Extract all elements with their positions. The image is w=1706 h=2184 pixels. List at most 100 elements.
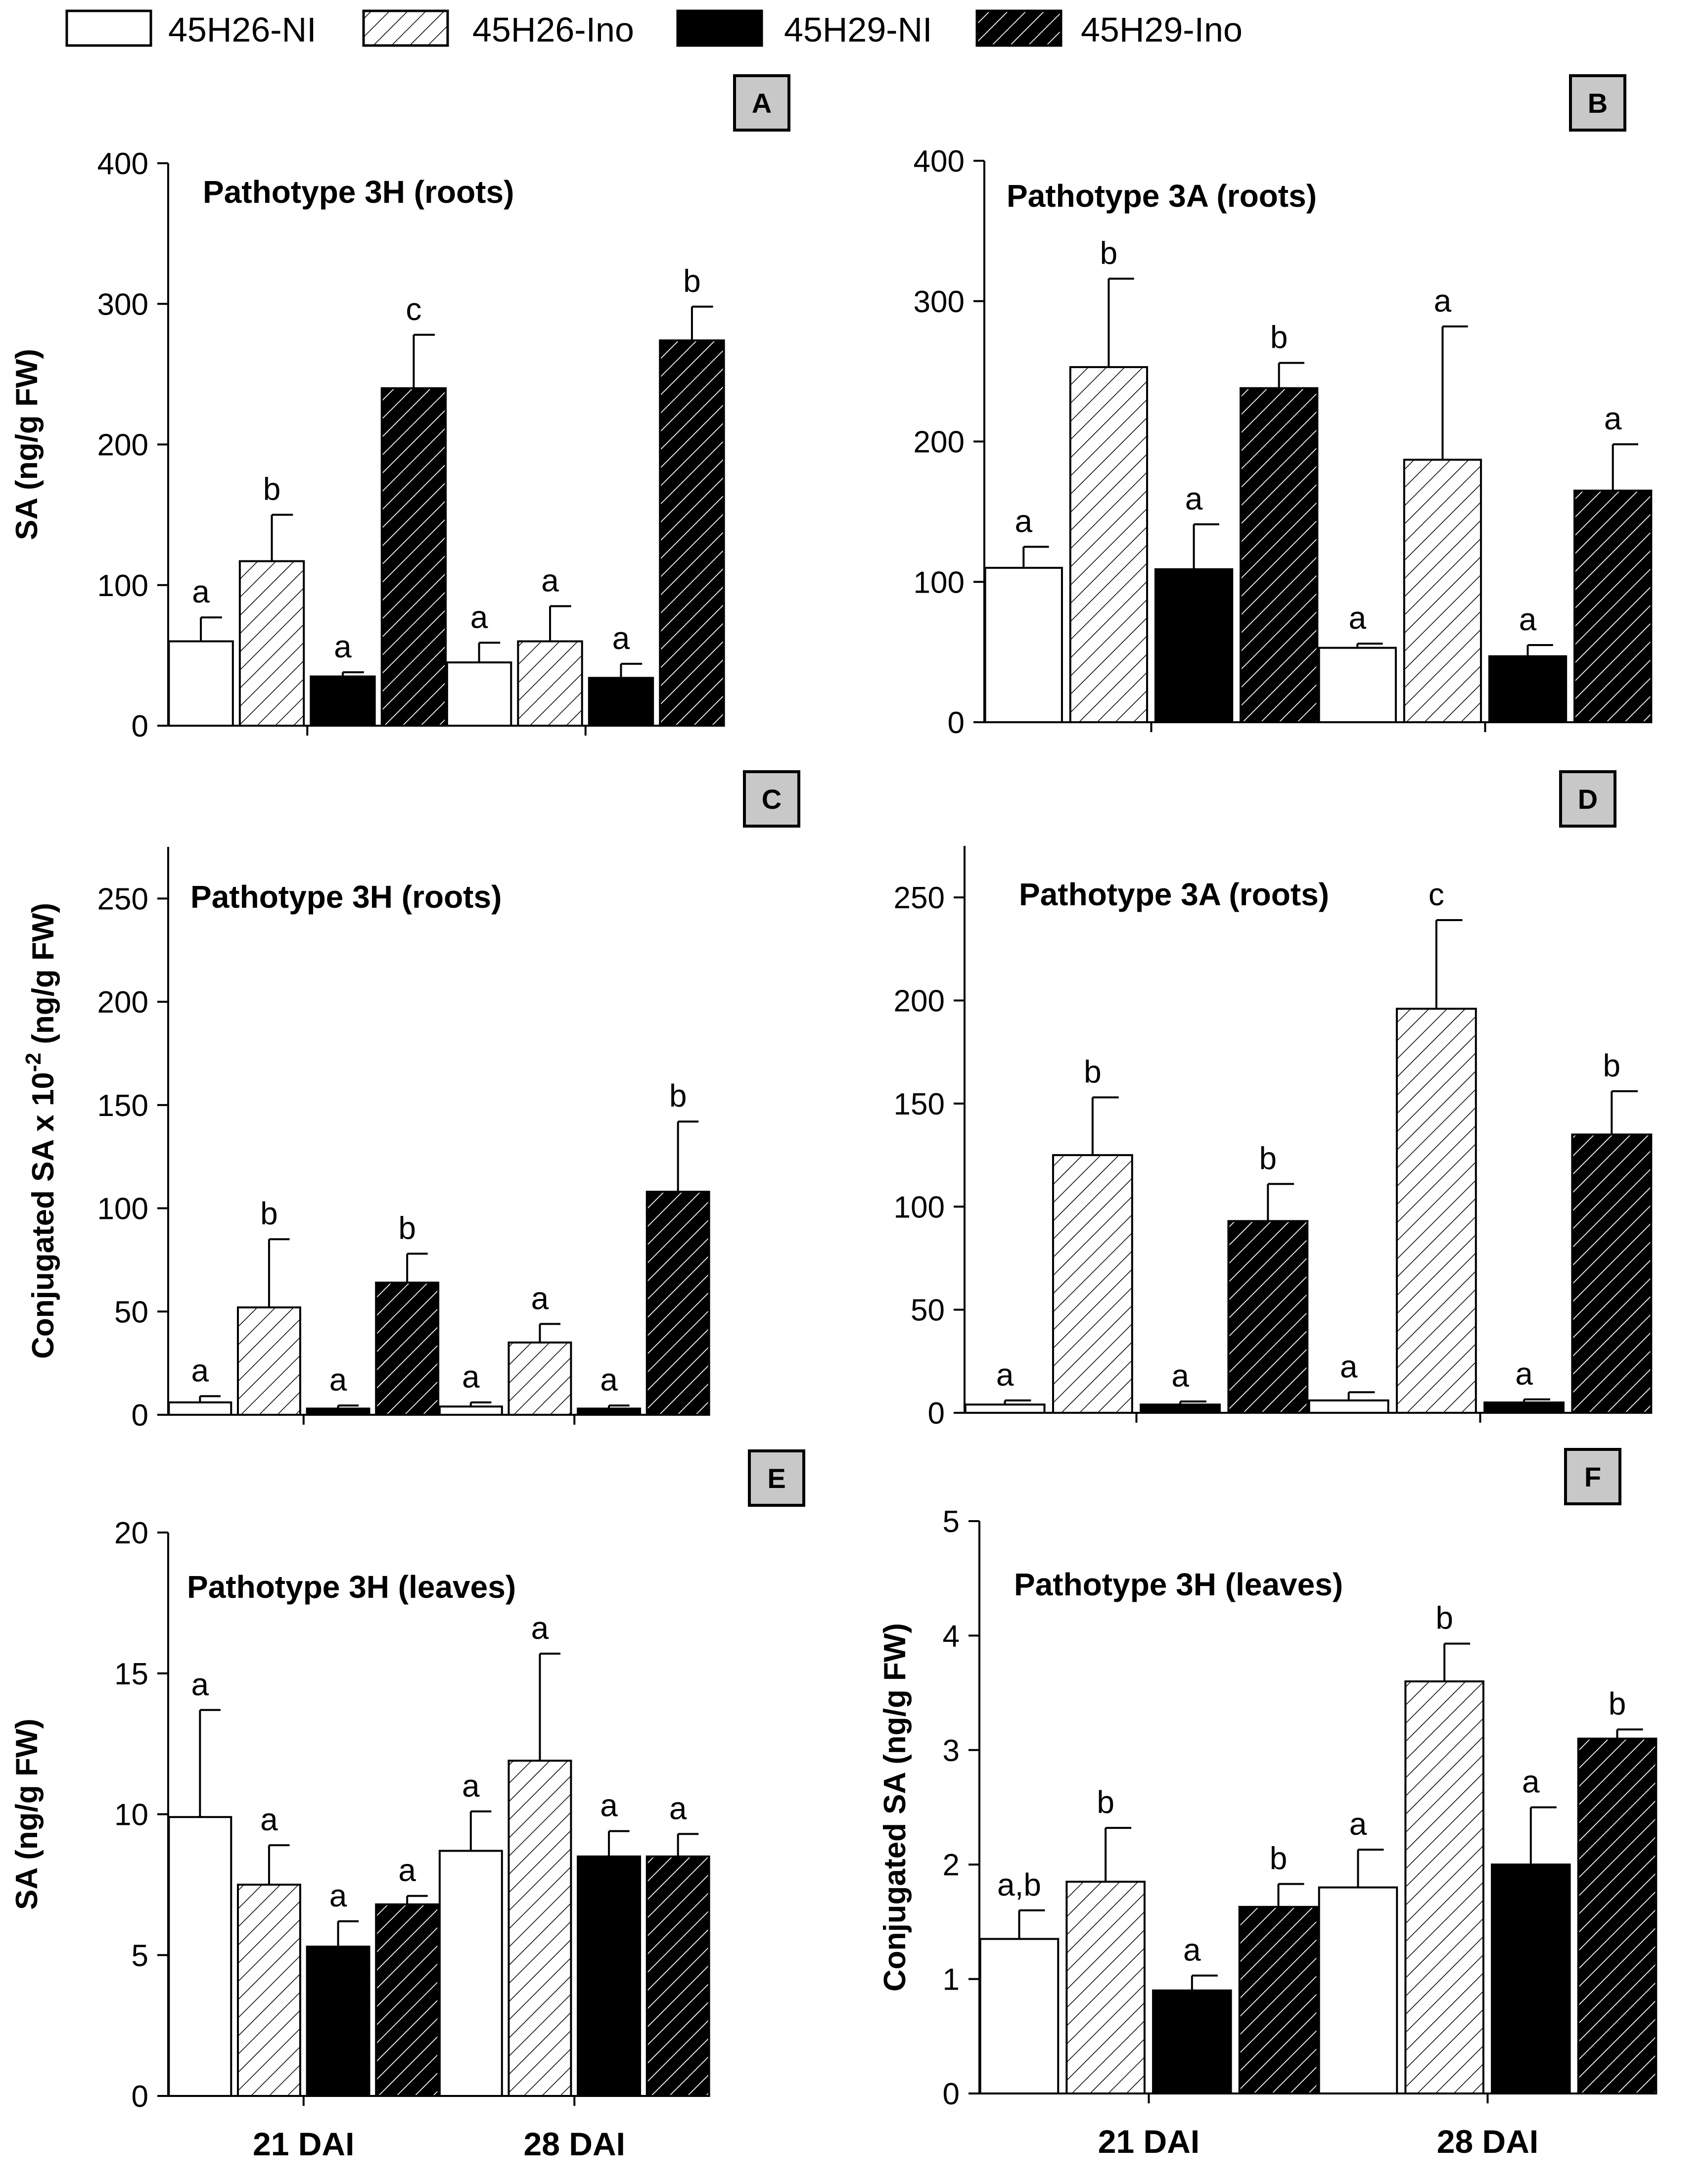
panel-C: 0 50 100 150 200 250 a b a b a a a b Pathotype 3H (roo… — [21, 770, 800, 1433]
y-tick-label-B-1: 100 — [914, 565, 965, 600]
legend-item-45H26-Ino: 45H26-Ino — [362, 9, 634, 49]
sig-letter-D-0-2: a — [1171, 1358, 1189, 1394]
bar-C-1-0 — [438, 1405, 503, 1416]
panel-badge-D — [1559, 770, 1616, 828]
bar-D-1-2 — [1483, 1401, 1565, 1414]
y-tick-label-E-0: 0 — [132, 2080, 148, 2114]
sig-letter-D-1-2: a — [1515, 1356, 1533, 1392]
bar-B-0-2 — [1154, 568, 1234, 724]
panel-badge-A — [733, 74, 790, 132]
bar-A-0-2 — [310, 675, 376, 727]
x-tick-label-F-0: 21 DAI — [1098, 2123, 1199, 2160]
bar-C-0-1 — [236, 1306, 301, 1416]
sig-letter-E-1-2: a — [600, 1788, 618, 1823]
sig-letter-C-0-0: a — [191, 1352, 209, 1388]
y-axis-label-main-F: Conjugated SA (ng/g FW) — [878, 1623, 912, 1992]
bar-E-1-2 — [577, 1855, 642, 2097]
bar-A-0-1 — [238, 560, 305, 727]
sig-letter-C-1-1: a — [531, 1280, 549, 1316]
y-axis-label-tail-C: (ng/g FW) — [26, 903, 60, 1053]
sig-letter-A-0-0: a — [192, 574, 210, 609]
y-axis-label-C: Conjugated SA x 10-2 (ng/g FW) — [21, 903, 60, 1359]
bar-F-0-3 — [1238, 1905, 1319, 2095]
y-axis-label-A: SA (ng/g FW) — [10, 349, 44, 540]
panel-badge-B — [1569, 74, 1626, 132]
legend-swatch-45H26-NI — [65, 9, 152, 47]
sig-letter-D-1-0: a — [1340, 1348, 1358, 1384]
bar-F-0-1 — [1065, 1880, 1146, 2094]
bar-B-1-2 — [1488, 655, 1568, 723]
bar-E-1-3 — [646, 1855, 710, 2097]
bar-D-0-3 — [1227, 1220, 1309, 1414]
y-tick-label-B-0: 0 — [948, 706, 965, 740]
y-tick-label-A-2: 200 — [97, 428, 148, 463]
y-tick-label-A-4: 400 — [97, 147, 148, 181]
bar-C-1-2 — [577, 1407, 642, 1416]
bar-E-0-3 — [375, 1903, 440, 2097]
sig-letter-F-0-0: a,b — [997, 1867, 1041, 1903]
panel-badge-label-F: F — [1584, 1461, 1601, 1492]
sig-letter-E-0-2: a — [329, 1878, 347, 1913]
sig-letter-D-0-1: b — [1084, 1054, 1102, 1089]
panel-title-A: Pathotype 3H (roots) — [203, 174, 514, 210]
legend-swatch-45H29-NI — [676, 9, 763, 47]
sig-letter-D-0-0: a — [996, 1357, 1014, 1393]
y-tick-label-D-2: 100 — [894, 1190, 945, 1224]
y-tick-label-E-4: 20 — [114, 1516, 148, 1550]
bar-F-1-3 — [1577, 1737, 1658, 2094]
panel-badge-F — [1564, 1448, 1621, 1505]
y-tick-label-C-4: 200 — [97, 985, 148, 1020]
y-axis-label-F: Conjugated SA (ng/g FW) — [878, 1623, 912, 1992]
sig-letter-F-1-0: a — [1349, 1806, 1367, 1842]
bar-C-0-0 — [168, 1401, 232, 1416]
x-tick-label-E-1: 28 DAI — [524, 2126, 625, 2162]
panel-badge-label-E: E — [767, 1463, 785, 1494]
panel-D: 0 50 100 150 200 250 a b a b a c a b Pathotype 3A (roo… — [894, 770, 1653, 1431]
bar-B-1-1 — [1403, 459, 1482, 723]
y-tick-label-D-3: 150 — [894, 1087, 945, 1121]
panel-title-D: Pathotype 3A (roots) — [1019, 877, 1329, 912]
legend-label-45H26-Ino: 45H26-Ino — [472, 10, 634, 49]
sig-letter-B-1-3: a — [1604, 401, 1622, 436]
bar-A-0-3 — [380, 387, 447, 727]
bar-B-0-1 — [1069, 366, 1149, 723]
y-axis-label-main-A: SA (ng/g FW) — [10, 349, 44, 540]
y-tick-label-D-1: 50 — [911, 1294, 945, 1328]
sig-letter-A-1-3: b — [683, 263, 701, 299]
x-tick-label-F-1: 28 DAI — [1437, 2123, 1538, 2160]
panel-badge-C — [743, 770, 800, 828]
y-axis-label-E: SA (ng/g FW) — [10, 1719, 44, 1910]
bar-A-1-2 — [588, 677, 654, 727]
legend-label-45H29-NI: 45H29-NI — [784, 10, 932, 49]
sig-letter-C-1-2: a — [600, 1362, 618, 1397]
bar-F-1-1 — [1404, 1680, 1484, 2094]
sig-letter-B-0-3: b — [1270, 320, 1288, 355]
bar-F-0-0 — [979, 1938, 1060, 2095]
sig-letter-F-1-1: b — [1435, 1600, 1453, 1636]
sig-letter-A-0-1: b — [263, 471, 281, 507]
legend-swatch-45H26-Ino — [362, 9, 449, 47]
bar-C-1-1 — [507, 1341, 572, 1416]
panel-badge-label-B: B — [1588, 88, 1608, 119]
y-tick-label-E-2: 10 — [114, 1798, 148, 1832]
sig-letter-C-0-2: a — [329, 1362, 347, 1397]
bar-F-1-2 — [1491, 1863, 1571, 2094]
sig-letter-E-0-0: a — [191, 1667, 209, 1702]
bar-A-1-3 — [659, 339, 725, 727]
y-tick-label-A-3: 300 — [97, 287, 148, 322]
sig-letter-B-1-2: a — [1519, 602, 1537, 637]
y-tick-label-C-3: 150 — [97, 1089, 148, 1123]
bar-D-0-2 — [1140, 1403, 1221, 1414]
y-tick-label-A-1: 100 — [97, 569, 148, 603]
y-axis-label-main-C: Conjugated SA x 10 — [26, 1072, 60, 1359]
y-tick-label-C-0: 0 — [132, 1398, 148, 1433]
bar-A-1-1 — [517, 640, 583, 727]
sig-letter-E-1-1: a — [531, 1610, 549, 1646]
sig-letter-C-1-0: a — [462, 1359, 480, 1394]
sig-letter-A-1-0: a — [470, 599, 488, 635]
y-tick-label-F-1: 1 — [943, 1963, 960, 1997]
sig-letter-F-1-2: a — [1522, 1764, 1540, 1800]
sig-letter-E-1-3: a — [669, 1790, 687, 1826]
legend: 45H26-NI 45H26-Ino 45H29-NI 45H29-Ino — [65, 9, 1243, 49]
sig-letter-F-0-2: a — [1183, 1932, 1201, 1968]
